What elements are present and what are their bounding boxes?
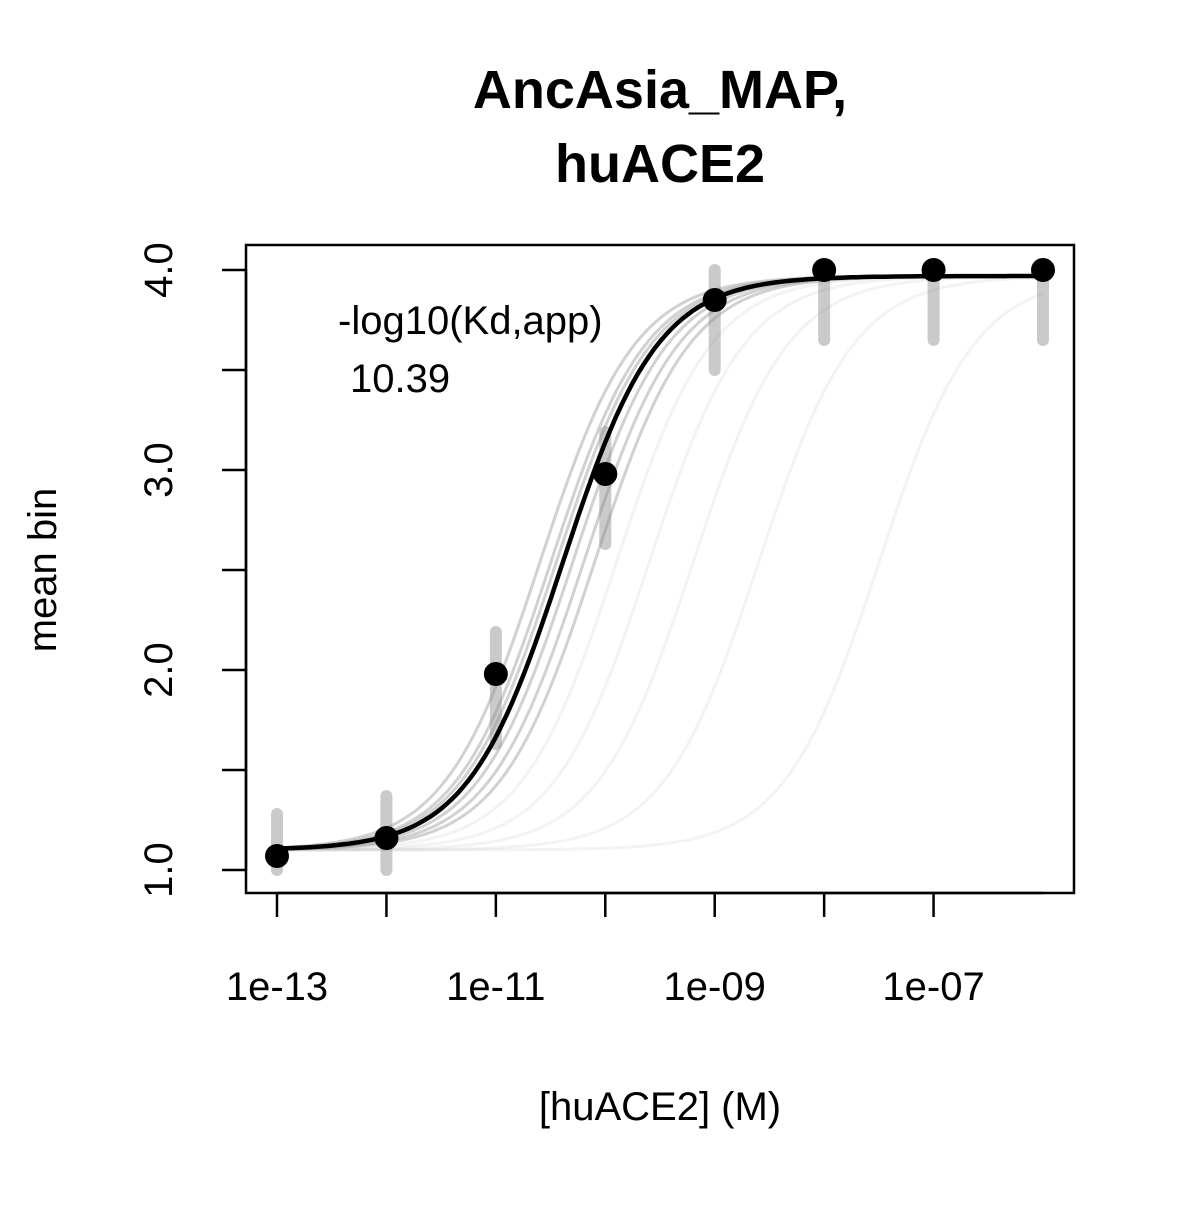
y-tick-label: 3.0 bbox=[137, 442, 181, 498]
chart-title-line-1: AncAsia_MAP, bbox=[473, 60, 847, 120]
background-fit-curve bbox=[277, 292, 1044, 852]
data-point bbox=[921, 258, 946, 282]
x-axis-label: [huACE2] (M) bbox=[539, 1085, 781, 1129]
data-point bbox=[593, 462, 618, 486]
fit-curve-layer bbox=[276, 273, 1043, 851]
chart-title-line-2: huACE2 bbox=[555, 134, 765, 194]
data-point bbox=[812, 258, 837, 282]
data-point-layer bbox=[265, 258, 1055, 868]
x-axis: 1e-13 1e-11 1e-09 1e-07 bbox=[226, 891, 1043, 1009]
x-tick-label: 1e-07 bbox=[882, 965, 984, 1009]
data-point bbox=[483, 662, 508, 686]
y-axis-label: mean bin bbox=[21, 488, 65, 653]
y-tick-label: 1.0 bbox=[137, 842, 181, 898]
background-fit-curve bbox=[277, 274, 1043, 852]
x-tick-label: 1e-09 bbox=[664, 965, 766, 1009]
data-point bbox=[702, 288, 727, 312]
data-point bbox=[1031, 258, 1055, 282]
data-point bbox=[265, 844, 289, 868]
x-tick-label: 1e-13 bbox=[226, 965, 328, 1009]
y-tick-label: 4.0 bbox=[137, 242, 181, 298]
y-axis: 1.0 2.0 3.0 4.0 bbox=[137, 242, 248, 898]
x-tick-label: 1e-11 bbox=[446, 965, 545, 1009]
kd-annotation-label: -log10(Kd,app) bbox=[338, 299, 603, 343]
kd-annotation-value: 10.39 bbox=[350, 357, 450, 401]
data-point bbox=[374, 826, 399, 850]
y-tick-label: 2.0 bbox=[137, 642, 181, 698]
fit-curve bbox=[276, 273, 1043, 851]
background-fit-curve bbox=[277, 275, 1044, 852]
